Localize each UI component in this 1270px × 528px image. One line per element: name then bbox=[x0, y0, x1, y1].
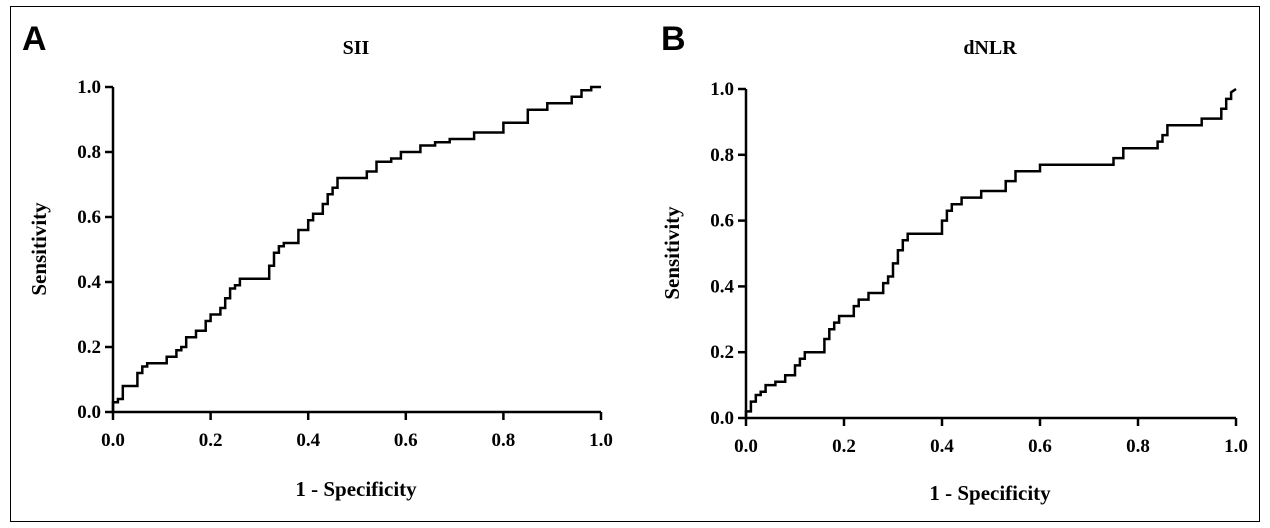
figure-frame bbox=[10, 6, 1260, 522]
y-tick-label: 0.4 bbox=[710, 276, 734, 297]
x-tick-group-b: 0.0 0.2 0.4 0.6 0.8 1.0 bbox=[734, 418, 1248, 457]
chart-title-a: SII bbox=[343, 37, 370, 59]
y-tick-label: 0.6 bbox=[710, 211, 734, 232]
y-tick-label: 0.4 bbox=[77, 272, 101, 293]
x-tick-label: 1.0 bbox=[589, 430, 613, 451]
roc-curve-b bbox=[744, 87, 1237, 418]
y-tick-label: 0.2 bbox=[710, 342, 734, 363]
x-tick-label: 0.6 bbox=[394, 430, 418, 451]
x-tick-label: 0.6 bbox=[1028, 436, 1052, 457]
y-axis-label-b: Sensitivity bbox=[660, 206, 684, 300]
x-tick-label: 0.8 bbox=[492, 430, 516, 451]
x-tick-label: 0.4 bbox=[296, 430, 320, 451]
x-tick-label: 0.8 bbox=[1126, 436, 1150, 457]
x-tick-label: 1.0 bbox=[1224, 436, 1248, 457]
x-axis-label-a: 1 - Specificity bbox=[295, 477, 417, 501]
x-tick-label: 0.4 bbox=[930, 436, 954, 457]
y-tick-group-b: 0.0 0.2 0.4 0.6 0.8 1.0 bbox=[710, 79, 746, 429]
panel-letter-a: A bbox=[22, 20, 47, 58]
y-tick-label: 0.8 bbox=[77, 142, 101, 163]
panel-letter-b: B bbox=[661, 20, 686, 58]
x-axis-label-b: 1 - Specificity bbox=[929, 481, 1051, 505]
x-tick-label: 0.2 bbox=[199, 430, 223, 451]
roc-curve-a bbox=[111, 85, 601, 412]
x-tick-label: 0.2 bbox=[832, 436, 856, 457]
y-tick-label: 0.2 bbox=[77, 337, 101, 358]
y-axis-label-a: Sensitivity bbox=[27, 202, 51, 296]
y-tick-label: 1.0 bbox=[77, 77, 101, 98]
y-tick-label: 1.0 bbox=[710, 79, 734, 100]
chart-title-b: dNLR bbox=[963, 37, 1017, 59]
panel-a: A SII 0.0 0.2 0.4 0.6 0.8 1.0 0.0 0.2 0.4 0.6 0.8… bbox=[22, 20, 613, 501]
x-tick-label: 0.0 bbox=[734, 436, 758, 457]
y-tick-label: 0.8 bbox=[710, 145, 734, 166]
x-tick-group-a: 0.0 0.2 0.4 0.6 0.8 1.0 bbox=[101, 412, 613, 451]
y-tick-label: 0.0 bbox=[77, 402, 101, 423]
y-tick-group-a: 0.0 0.2 0.4 0.6 0.8 1.0 bbox=[77, 77, 113, 423]
x-tick-label: 0.0 bbox=[101, 430, 125, 451]
panel-b: B dNLR 0.00.20.40.60.81.0 0.0 0.2 0.4 0.6 0.… bbox=[660, 20, 1248, 505]
y-tick-label: 0.6 bbox=[77, 207, 101, 228]
y-tick-label: 0.0 bbox=[710, 408, 734, 429]
